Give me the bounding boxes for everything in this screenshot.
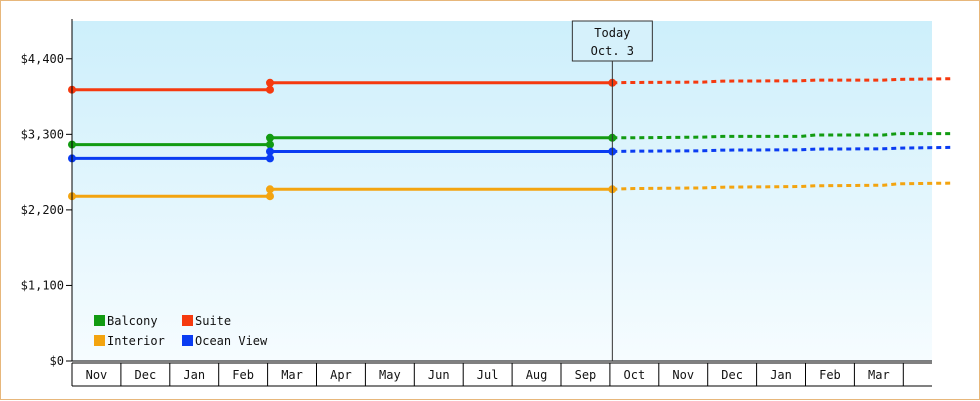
- x-tick-label: May: [379, 368, 401, 382]
- y-tick-label: $3,300: [21, 127, 64, 141]
- data-point-ocean-view: [266, 147, 274, 156]
- legend-label-balcony: Balcony: [107, 314, 158, 328]
- x-tick-label: Jul: [477, 368, 499, 382]
- today-label: Today: [594, 26, 630, 40]
- today-marker: Today Oct. 3: [571, 20, 653, 361]
- legend-label-ocean-view: Ocean View: [195, 334, 268, 348]
- legend-label-interior: Interior: [107, 334, 165, 348]
- x-tick-label: Apr: [330, 368, 352, 382]
- legend: Balcony Suite Interior Ocean View: [94, 314, 268, 348]
- legend-swatch-interior: [94, 335, 105, 346]
- x-tick-label: Jan: [770, 368, 792, 382]
- y-tick-label: $2,200: [21, 203, 64, 217]
- data-point-balcony: [266, 140, 274, 149]
- y-tick-label: $0: [50, 354, 64, 368]
- plot-background: [72, 21, 932, 361]
- x-tick-label: Nov: [672, 368, 694, 382]
- legend-swatch-suite: [182, 315, 193, 326]
- x-tick-label: Feb: [232, 368, 254, 382]
- forecast-line-balcony: [612, 132, 953, 140]
- data-point-interior: [266, 192, 274, 201]
- data-point-suite: [266, 78, 274, 87]
- forecast-line-ocean-view: [612, 145, 953, 153]
- y-tick-label: $4,400: [21, 52, 64, 66]
- x-tick-label: Oct: [624, 368, 646, 382]
- data-point-ocean-view: [266, 154, 274, 163]
- x-tick-label: Dec: [721, 368, 743, 382]
- forecast-line-interior: [612, 181, 953, 191]
- today-date: Oct. 3: [591, 44, 634, 58]
- x-tick-label: Jan: [183, 368, 205, 382]
- x-tick-label: Aug: [526, 368, 548, 382]
- x-tick-label: Nov: [86, 368, 108, 382]
- legend-swatch-ocean-view: [182, 335, 193, 346]
- data-point-interior: [266, 185, 274, 194]
- x-tick-label: Mar: [868, 368, 890, 382]
- data-point-suite: [266, 85, 274, 94]
- x-tick-label: Sep: [575, 368, 597, 382]
- x-tick-label: Mar: [281, 368, 303, 382]
- today-box: [571, 20, 653, 62]
- legend-swatch-balcony: [94, 315, 105, 326]
- x-tick-label: Jun: [428, 368, 450, 382]
- forecast-line-suite: [612, 77, 953, 85]
- data-point-balcony: [266, 133, 274, 142]
- x-tick-label: Feb: [819, 368, 841, 382]
- axes-group: $0 $1,100 $2,200 $3,300 $4,400 Nov Dec Jan Feb Ma…: [21, 19, 932, 387]
- y-tick-label: $1,100: [21, 278, 64, 292]
- series-group: [68, 77, 953, 201]
- x-tick-label: Dec: [135, 368, 157, 382]
- legend-label-suite: Suite: [195, 314, 231, 328]
